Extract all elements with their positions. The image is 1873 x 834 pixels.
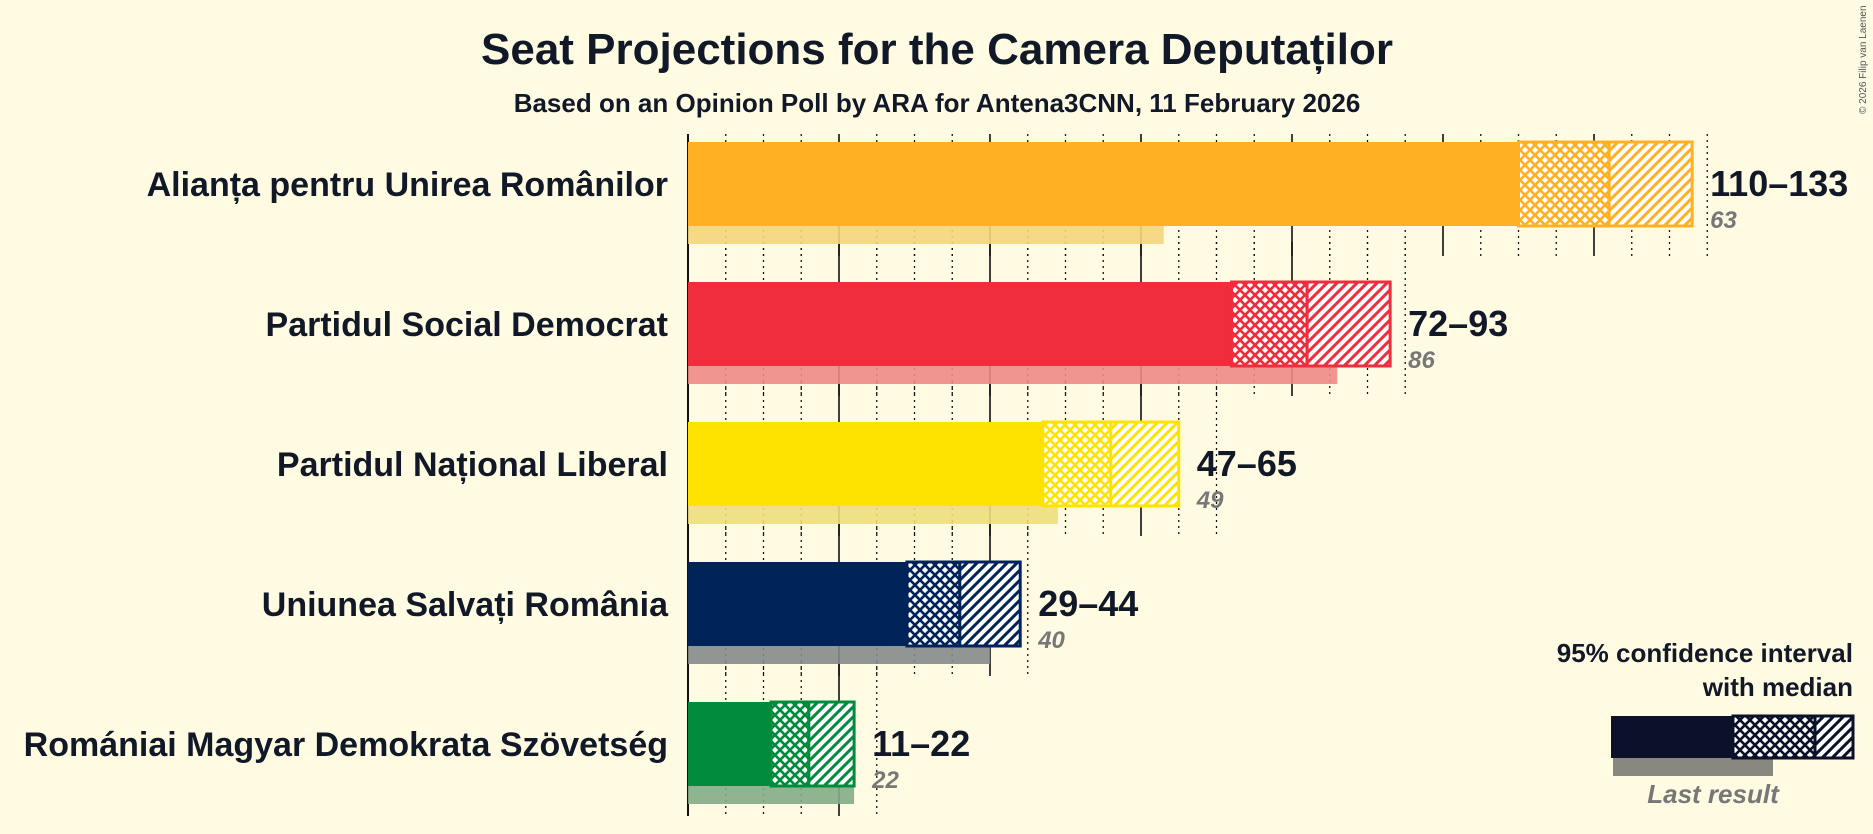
ci-solid-bar [688,282,1232,366]
party-name: Romániai Magyar Demokrata Szövetség [24,726,668,764]
last-result-bar [688,786,855,804]
ci-solid-bar [688,422,1043,506]
last-result-label: 63 [1710,207,1737,234]
ci-solid-bar [688,562,907,646]
party-row: Romániai Magyar Demokrata Szövetség 11–22… [24,700,970,804]
ci-crosshatch-bar [1517,140,1611,228]
ci-hatch-bar [1305,280,1392,368]
legend-title-line1: 95% confidence interval [1557,638,1853,668]
chart-title: Seat Projections for the Camera Deputați… [481,25,1393,74]
range-label: 11–22 [872,723,970,764]
legend-solid-swatch [1611,716,1733,758]
ci-hatch-bar [958,560,1022,648]
last-result-bar [688,646,990,664]
range-label: 47–65 [1197,443,1297,484]
party-row: Uniunea Salvați România 29–44 40 [262,560,1138,664]
last-result-label: 49 [1196,487,1224,514]
party-row: Alianța pentru Unirea Românilor 110–133 63 [147,140,1848,244]
party-row: Partidul Național Liberal 47–65 49 [277,420,1297,524]
ci-solid-bar [688,702,772,786]
last-result-bar [688,506,1058,524]
chart-subtitle: Based on an Opinion Poll by ARA for Ante… [514,88,1361,118]
legend-crosshatch-swatch [1731,714,1817,760]
ci-crosshatch-bar [905,560,962,648]
party-name: Partidul Național Liberal [277,446,668,484]
last-result-label: 40 [1037,627,1065,654]
ci-hatch-bar [1109,420,1181,508]
legend-hatch-swatch [1813,714,1855,760]
ci-crosshatch-bar [1230,280,1309,368]
ci-crosshatch-bar [769,700,811,788]
last-result-label: 22 [871,767,899,794]
party-name: Alianța pentru Unirea Românilor [147,166,668,204]
party-name: Partidul Social Democrat [266,306,668,344]
range-label: 29–44 [1038,583,1138,624]
legend: 95% confidence interval with median Last r… [1557,638,1855,809]
ci-hatch-bar [807,700,856,788]
range-label: 110–133 [1710,163,1848,204]
last-result-label: 86 [1408,347,1435,374]
ci-hatch-bar [1607,140,1694,228]
ci-solid-bar [688,142,1519,226]
legend-last-result-label: Last result [1647,779,1780,809]
last-result-bar [688,366,1338,384]
ci-crosshatch-bar [1041,420,1113,508]
legend-title-line2: with median [1702,672,1853,702]
party-name: Uniunea Salvați România [262,586,669,624]
bar-rows: Alianța pentru Unirea Românilor 110–133 63… [24,140,1848,804]
range-label: 72–93 [1408,303,1508,344]
copyright-notice: © 2026 Filip van Laenen [1858,5,1869,114]
last-result-bar [688,226,1164,244]
party-row: Partidul Social Democrat 72–93 86 [266,280,1508,384]
